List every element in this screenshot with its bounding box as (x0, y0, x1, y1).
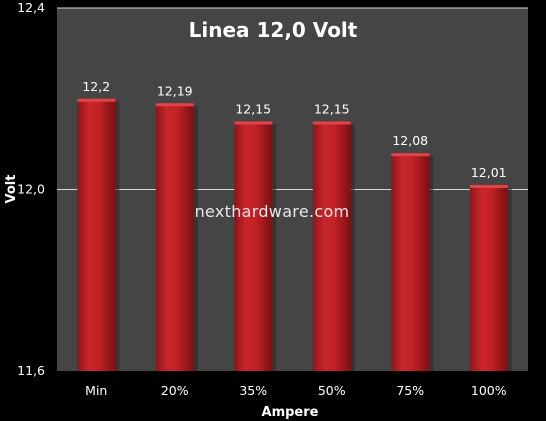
data-labels: 12,2 12,19 12,15 12,15 12,08 12,01 (82, 79, 506, 180)
chart-title: Linea 12,0 Volt (189, 18, 358, 42)
bar (234, 121, 273, 371)
gridlines (57, 7, 528, 190)
x-axis-title: Ampere (262, 405, 319, 420)
x-tick-label: 50% (318, 383, 346, 398)
data-label: 12,08 (392, 133, 428, 148)
bar-top (77, 98, 116, 102)
y-tick-label: 11,6 (17, 363, 45, 378)
bar-top (312, 121, 351, 125)
x-tick-label: 75% (396, 383, 424, 398)
x-tick-label: 100% (471, 383, 507, 398)
data-label: 12,2 (82, 79, 110, 94)
data-label: 12,01 (471, 165, 507, 180)
bar (391, 153, 430, 371)
bar-top (234, 121, 273, 125)
bar-top (155, 103, 194, 107)
y-axis-title: Volt (4, 175, 19, 204)
watermark-text: nexthardware.com (195, 202, 350, 221)
bar (469, 184, 508, 371)
bars (77, 98, 512, 371)
x-tick-label: 20% (161, 383, 189, 398)
data-label: 12,15 (314, 101, 350, 116)
y-axis-ticks: 11,6 12,0 12,4 (17, 0, 45, 378)
y-tick-label: 12,0 (17, 182, 45, 197)
x-tick-label: 35% (239, 383, 267, 398)
data-label: 12,19 (157, 83, 193, 98)
y-tick-label: 12,4 (17, 0, 45, 15)
bar (312, 121, 351, 371)
bar-top (391, 153, 430, 157)
x-axis-ticks: Min 20% 35% 50% 75% 100% (85, 383, 507, 398)
data-label: 12,15 (235, 101, 271, 116)
x-tick-label: Min (85, 383, 107, 398)
bar (77, 98, 116, 371)
bar (155, 103, 194, 371)
bar-top (469, 184, 508, 188)
